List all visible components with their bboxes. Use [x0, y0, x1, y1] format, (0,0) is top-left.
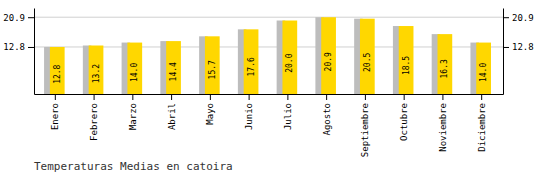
tick-mark: [55, 94, 56, 100]
tick: Septiembre: [360, 94, 370, 157]
tick-mark: [28, 17, 34, 18]
tick-label: 20.9: [512, 13, 534, 23]
data-label: 14.0: [479, 63, 488, 82]
data-labels: 12.8 13.2 14.0 14.4 15.7 17.6 20.0 20.9 20.5 18.5…: [53, 52, 488, 84]
chart: 12.8 13.2 14.0 14.4 15.7 17.6 20.0 20.9 20.5 18.5…: [0, 0, 537, 174]
data-label: 14.0: [130, 63, 139, 82]
tick-label: Diciembre: [477, 103, 487, 152]
bar: [166, 41, 181, 94]
tick: Julio: [283, 94, 293, 130]
tick: Abril: [167, 94, 177, 130]
data-label: 14.4: [169, 62, 178, 81]
tick-label: 12.8: [3, 42, 25, 52]
tick-label: Abril: [167, 103, 177, 130]
plot: 12.8 13.2 14.0 14.4 15.7 17.6 20.0 20.9 20.5 18.5…: [3, 9, 533, 158]
tick-mark: [171, 94, 172, 100]
data-label: 18.5: [402, 56, 411, 75]
bar: [89, 46, 104, 94]
y-axis: 12.8 20.9: [3, 9, 34, 95]
bar: [50, 47, 65, 94]
bar: [321, 17, 336, 94]
tick: Agosto: [322, 94, 332, 136]
data-label: 13.2: [92, 64, 101, 83]
tick: 12.8: [503, 42, 534, 52]
tick: Mayo: [205, 94, 215, 125]
tick-label: Noviembre: [438, 103, 448, 152]
tick-mark: [210, 94, 211, 100]
tick-mark: [503, 17, 509, 18]
tick: Marzo: [128, 94, 138, 130]
tick-mark: [442, 94, 443, 100]
tick: 20.9: [503, 13, 534, 23]
tick-label: Marzo: [128, 103, 138, 130]
data-label: 20.0: [285, 53, 294, 72]
tick-label: Julio: [283, 103, 293, 130]
data-label: 12.8: [53, 64, 62, 83]
tick-mark: [94, 94, 95, 100]
tick-label: 20.9: [3, 13, 25, 23]
tick-label: 12.8: [512, 42, 534, 52]
data-label: 20.9: [324, 52, 333, 71]
data-label: 20.5: [363, 53, 372, 72]
tick-mark: [287, 94, 288, 100]
tick-mark: [365, 94, 366, 100]
tick-label: Enero: [50, 103, 60, 130]
bar: [437, 34, 452, 94]
tick-mark: [404, 94, 405, 100]
tick-label: Mayo: [205, 103, 215, 125]
tick-mark: [503, 47, 509, 48]
tick-mark: [28, 47, 34, 48]
data-label: 15.7: [208, 60, 217, 79]
x-axis: Enero Febrero Marzo Abril Mayo Junio Julio Agos…: [35, 94, 504, 157]
tick: Octubre: [399, 94, 409, 141]
y2-axis: 12.8 20.9: [503, 9, 534, 95]
tick-label: Octubre: [399, 103, 409, 141]
tick-mark: [481, 94, 482, 100]
tick-label: Agosto: [322, 103, 332, 136]
tick: Enero: [50, 94, 60, 130]
tick: 12.8: [3, 42, 34, 52]
bar: [360, 19, 375, 94]
tick: Junio: [244, 94, 254, 130]
tick: 20.9: [3, 13, 34, 23]
grid-line: [34, 17, 503, 18]
tick-mark: [326, 94, 327, 100]
bar: [244, 29, 259, 94]
data-label: 16.3: [440, 59, 449, 78]
bar: [476, 43, 491, 94]
bars: [44, 17, 491, 94]
tick-mark: [249, 94, 250, 100]
bar: [399, 26, 414, 94]
tick-label: Febrero: [89, 103, 99, 141]
bar: [205, 36, 220, 94]
y-axis-line: [34, 9, 35, 95]
tick: Febrero: [89, 94, 99, 141]
tick: Noviembre: [438, 94, 448, 152]
tick-label: Septiembre: [360, 103, 370, 157]
bar: [127, 43, 142, 94]
tick: Diciembre: [477, 94, 487, 152]
tick-label: Junio: [244, 103, 254, 130]
tick-mark: [132, 94, 133, 100]
x-axis-line: [35, 94, 504, 95]
data-label: 17.6: [247, 57, 256, 76]
bar: [282, 21, 297, 94]
title: Temperaturas Medias en catoira: [34, 160, 233, 173]
y2-axis-line: [503, 9, 504, 95]
